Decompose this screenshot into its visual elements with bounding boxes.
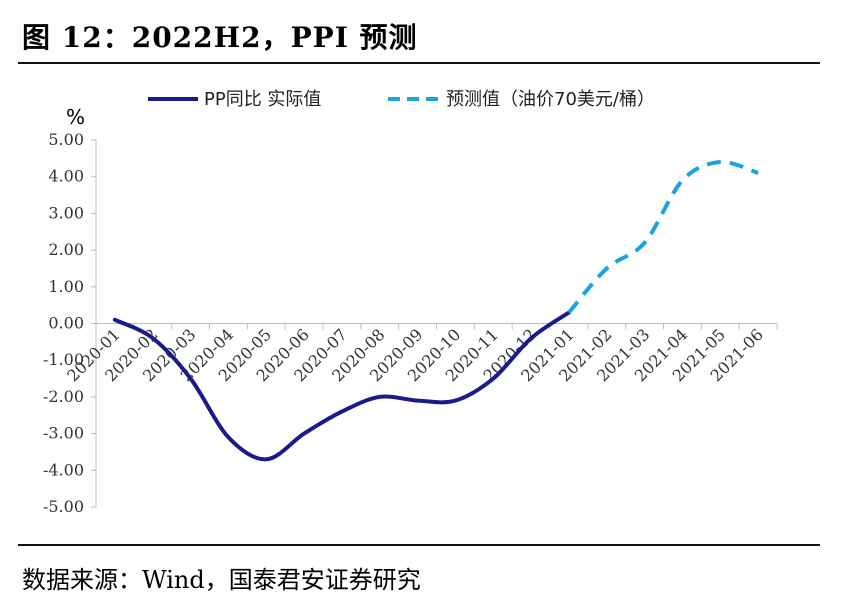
figure-title: 图 12：2022H2，PPI 预测 xyxy=(22,21,418,54)
series-line-forecast xyxy=(567,159,759,314)
series-line-actual xyxy=(112,310,571,462)
legend: PP同比 实际值 预测值（油价70美元/桶） xyxy=(148,89,655,110)
actual-point-2020-08 xyxy=(378,395,382,399)
y-tick-label: -4.00 xyxy=(43,460,84,479)
y-tick-label: 5.00 xyxy=(48,130,84,149)
actual-point-2020-05 xyxy=(264,457,268,461)
forecast-point-2021-03 xyxy=(643,241,647,245)
actual-point-2020-10 xyxy=(453,399,457,403)
actual-point-2020-09 xyxy=(416,399,420,403)
forecast-point-2021-05 xyxy=(718,160,722,164)
y-axis-unit: % xyxy=(66,105,85,129)
y-tick-label: 1.00 xyxy=(48,277,84,296)
legend-label-actual: PP同比 实际值 xyxy=(204,89,321,110)
y-tick-label: 3.00 xyxy=(48,203,84,222)
y-tick-label: -3.00 xyxy=(43,424,84,443)
y-tick-label: -5.00 xyxy=(43,497,84,516)
forecast-point-2021-02 xyxy=(605,266,609,270)
source-note: 数据来源：Wind，国泰君安证券研究 xyxy=(22,566,421,594)
y-tick-label: -1.00 xyxy=(43,350,84,369)
forecast-point-2021-01 xyxy=(567,310,571,314)
y-tick-label: 4.00 xyxy=(48,167,84,186)
bottom-rule xyxy=(18,544,820,546)
ppi-line-chart: PP同比 实际值 预测值（油价70美元/桶） % 5.00 4.00 3.00 2.0… xyxy=(43,89,778,516)
actual-point-2020-01 xyxy=(113,318,117,322)
actual-point-2020-12 xyxy=(529,336,533,340)
legend-label-forecast: 预测值（油价70美元/桶） xyxy=(446,89,655,110)
forecast-point-2021-06 xyxy=(756,171,760,175)
series-layer xyxy=(112,159,760,462)
actual-point-2020-11 xyxy=(491,377,495,381)
actual-point-2020-03 xyxy=(189,377,193,381)
y-tick-label: 0.00 xyxy=(48,314,84,333)
axes: 5.00 4.00 3.00 2.00 1.00 0.00 -1.00 -2.00 -3.00 -… xyxy=(43,130,778,516)
actual-point-2020-07 xyxy=(340,410,344,414)
y-tick-label: 2.00 xyxy=(48,240,84,259)
forecast-point-2021-04 xyxy=(680,178,684,182)
y-tick-label: -2.00 xyxy=(43,387,84,406)
actual-point-2020-06 xyxy=(302,432,306,436)
actual-point-2020-04 xyxy=(226,435,230,439)
actual-point-2020-02 xyxy=(151,336,155,340)
top-rule xyxy=(18,62,820,64)
